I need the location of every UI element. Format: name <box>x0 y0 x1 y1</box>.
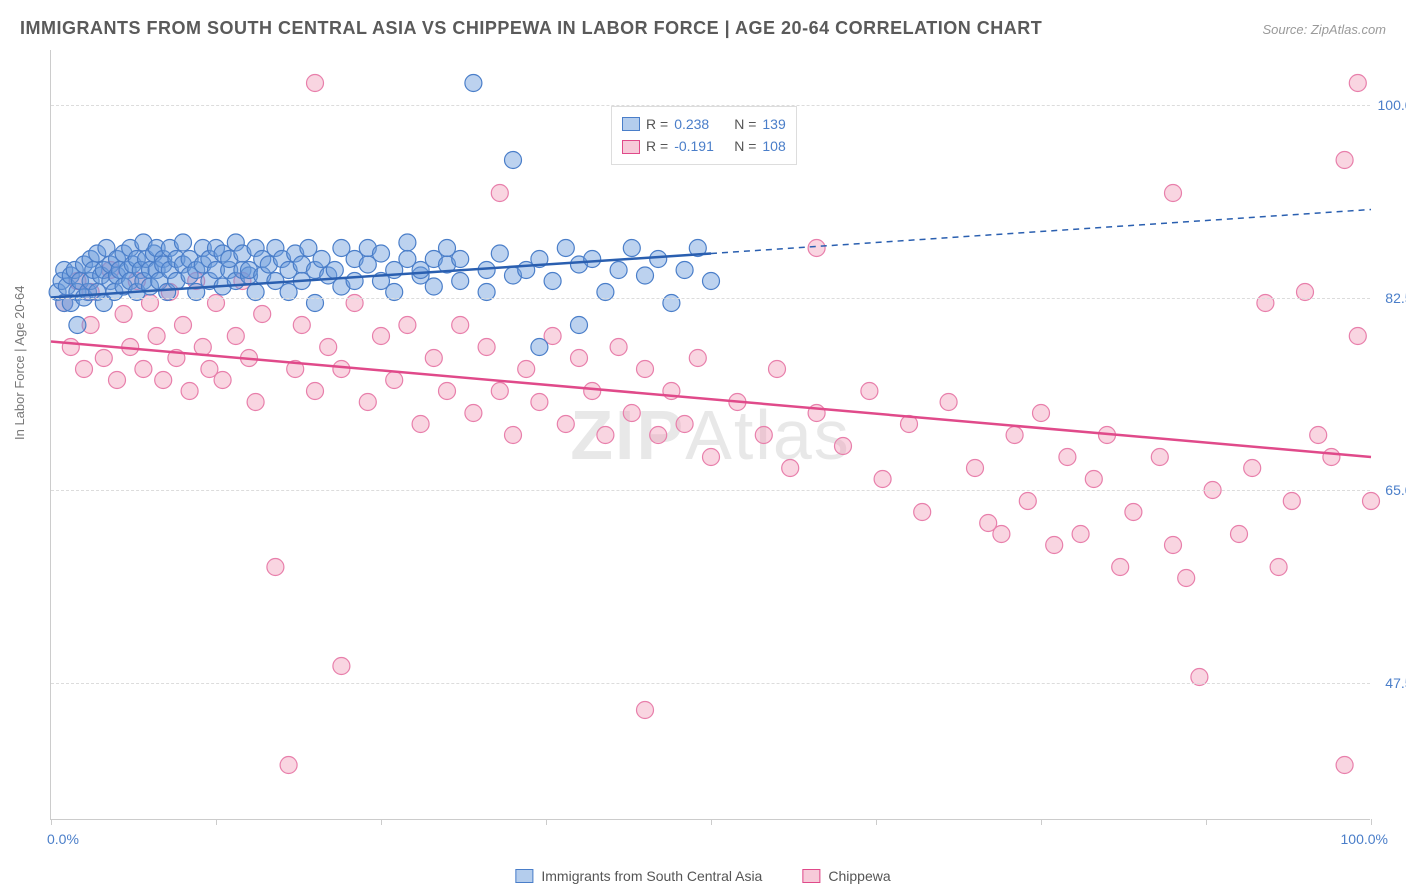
r-label: R = <box>646 135 668 157</box>
stats-row-blue: R = 0.238 N = 139 <box>622 113 786 135</box>
scatter-plot <box>51 50 1370 819</box>
swatch-blue-icon <box>515 869 533 883</box>
x-axis-min-label: 0.0% <box>47 831 79 847</box>
legend-item-blue: Immigrants from South Central Asia <box>515 868 762 884</box>
x-axis-max-label: 100.0% <box>1341 831 1388 847</box>
y-tick-label: 65.0% <box>1385 482 1406 498</box>
series-legend: Immigrants from South Central Asia Chipp… <box>515 868 890 884</box>
legend-label-blue: Immigrants from South Central Asia <box>541 868 762 884</box>
legend-item-pink: Chippewa <box>802 868 890 884</box>
y-tick-label: 47.5% <box>1385 675 1406 691</box>
swatch-blue-icon <box>622 117 640 131</box>
y-axis-label: In Labor Force | Age 20-64 <box>12 286 27 440</box>
source-label: Source: ZipAtlas.com <box>1262 22 1386 37</box>
swatch-pink-icon <box>622 140 640 154</box>
n-value-blue: 139 <box>762 113 785 135</box>
chart-title: IMMIGRANTS FROM SOUTH CENTRAL ASIA VS CH… <box>20 18 1042 39</box>
y-tick-label: 100.0% <box>1378 97 1406 113</box>
r-value-blue: 0.238 <box>674 113 728 135</box>
stats-legend: R = 0.238 N = 139 R = -0.191 N = 108 <box>611 106 797 165</box>
chart-area: ZIPAtlas 0.0% 100.0% R = 0.238 N = 139 R… <box>50 50 1370 820</box>
swatch-pink-icon <box>802 869 820 883</box>
stats-row-pink: R = -0.191 N = 108 <box>622 135 786 157</box>
n-label: N = <box>734 135 756 157</box>
n-value-pink: 108 <box>762 135 785 157</box>
legend-label-pink: Chippewa <box>828 868 890 884</box>
n-label: N = <box>734 113 756 135</box>
y-tick-label: 82.5% <box>1385 290 1406 306</box>
r-label: R = <box>646 113 668 135</box>
r-value-pink: -0.191 <box>674 135 728 157</box>
